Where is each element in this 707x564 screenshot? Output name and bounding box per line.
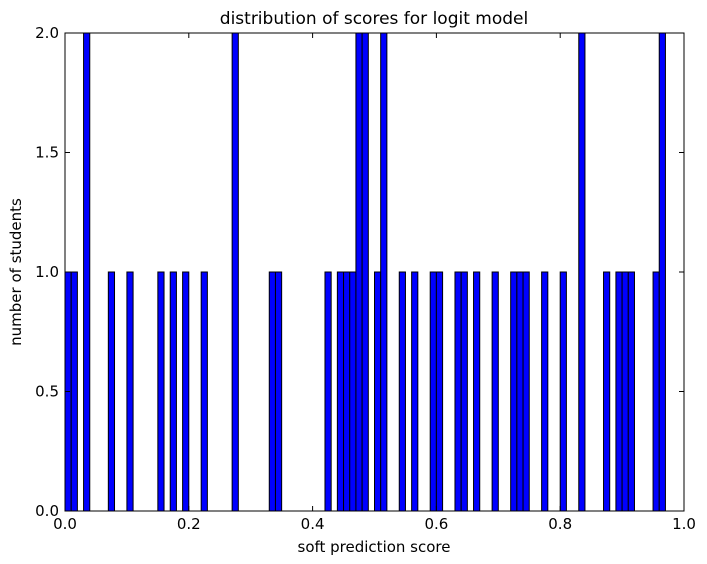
histogram-bar-26 bbox=[473, 271, 481, 512]
histogram-bar-5 bbox=[157, 271, 165, 512]
x-axis-ticks: 0.0 0.2 0.4 0.6 0.8 1.0 bbox=[53, 33, 696, 533]
bars-group bbox=[64, 32, 666, 512]
histogram-bar-23 bbox=[435, 271, 444, 512]
histogram-bar-19 bbox=[380, 32, 388, 512]
histogram-bar-8 bbox=[200, 271, 208, 512]
chart-title: distribution of scores for logit model bbox=[220, 9, 528, 29]
histogram-bar-21 bbox=[411, 271, 419, 512]
x-tick-label-0: 0.0 bbox=[53, 515, 77, 533]
histogram-bar-15 bbox=[349, 271, 357, 512]
histogram-bar-28 bbox=[510, 271, 518, 512]
histogram-bar-14 bbox=[343, 271, 351, 512]
histogram-bar-32 bbox=[559, 271, 567, 512]
histogram-bar-36 bbox=[621, 271, 629, 512]
histogram-bar-27 bbox=[491, 271, 499, 512]
histogram-bar-10 bbox=[268, 271, 276, 512]
y-tick-label-3: 1.5 bbox=[35, 144, 59, 162]
histogram-bar-35 bbox=[615, 271, 623, 512]
y-tick-label-1: 0.5 bbox=[35, 383, 59, 401]
histogram-bar-29 bbox=[516, 271, 524, 512]
y-tick-label-0: 0.0 bbox=[35, 502, 59, 520]
y-axis-ticks: 0.0 0.5 1.0 1.5 2.0 bbox=[35, 24, 684, 520]
y-tick-label-4: 2.0 bbox=[35, 24, 59, 42]
histogram-bar-17 bbox=[361, 32, 369, 512]
x-tick-label-5: 1.0 bbox=[672, 515, 696, 533]
histogram-bar-30 bbox=[522, 271, 530, 512]
histogram-bar-7 bbox=[182, 271, 190, 512]
histogram-bar-37 bbox=[627, 271, 635, 512]
histogram-bar-24 bbox=[454, 271, 462, 512]
x-tick-label-1: 0.2 bbox=[177, 515, 201, 533]
x-axis-label: soft prediction score bbox=[298, 538, 451, 556]
histogram-bar-22 bbox=[429, 271, 437, 512]
x-tick-label-4: 0.8 bbox=[548, 515, 572, 533]
histogram-bar-33 bbox=[578, 32, 586, 512]
x-tick-label-2: 0.4 bbox=[301, 515, 325, 533]
histogram-bar-9 bbox=[231, 32, 239, 512]
histogram-bar-12 bbox=[324, 271, 332, 512]
histogram-bar-2 bbox=[83, 32, 91, 512]
histogram-bar-4 bbox=[126, 271, 134, 512]
y-tick-label-2: 1.0 bbox=[35, 263, 59, 281]
histogram-bar-20 bbox=[398, 271, 406, 512]
y-axis-label: number of students bbox=[7, 198, 25, 346]
histogram-bar-3 bbox=[107, 271, 116, 512]
histogram-bar-31 bbox=[541, 271, 549, 512]
histogram-bar-6 bbox=[169, 271, 177, 512]
x-tick-label-3: 0.6 bbox=[424, 515, 448, 533]
histogram-bar-11 bbox=[274, 271, 283, 512]
histogram-bar-13 bbox=[336, 271, 345, 512]
histogram-bar-25 bbox=[460, 271, 468, 512]
histogram-bar-34 bbox=[603, 271, 611, 512]
histogram-bar-39 bbox=[658, 32, 666, 512]
histogram-bar-18 bbox=[374, 271, 382, 512]
histogram-bar-38 bbox=[652, 271, 660, 512]
histogram-bar-1 bbox=[70, 271, 78, 512]
histogram-bar-16 bbox=[355, 32, 363, 512]
